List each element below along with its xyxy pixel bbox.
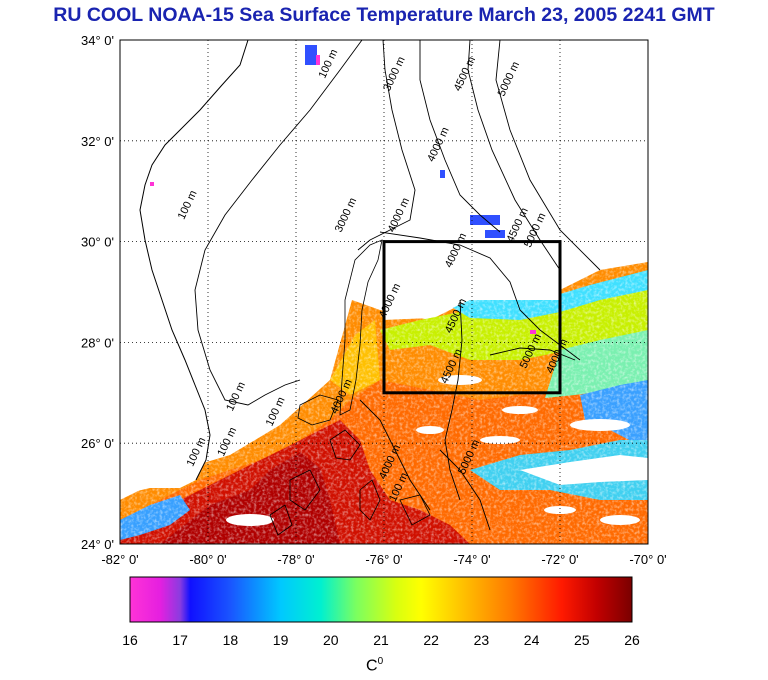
colorbar-tick-label: 17 [172, 632, 188, 648]
colorbar-tick-label: 18 [222, 632, 239, 648]
colorbar-tick-label: 19 [272, 632, 289, 648]
colorbar-tick-label: 22 [423, 632, 439, 648]
latitude-label: 32° 0' [81, 134, 114, 149]
longitude-label: -76° 0' [365, 552, 402, 567]
latitude-label: 26° 0' [81, 436, 114, 451]
graticule [120, 40, 648, 544]
longitude-labels: -82° 0' -80° 0' -78° 0' -76° 0' -74° 0' -72° … [101, 552, 666, 567]
colorbar-tick-label: 25 [574, 632, 590, 648]
colorbar-tick-label: 16 [122, 632, 138, 648]
colorbar-unit: C0 [366, 656, 383, 675]
colorbar-unit-base: C [366, 657, 378, 675]
longitude-label: -72° 0' [541, 552, 578, 567]
longitude-label: -78° 0' [277, 552, 314, 567]
latitude-label: 30° 0' [81, 235, 114, 250]
latitude-label: 34° 0' [81, 33, 114, 48]
longitude-label: -74° 0' [453, 552, 490, 567]
colorbar-tick-label: 26 [624, 632, 640, 648]
longitude-label: -82° 0' [101, 552, 138, 567]
colorbar-tick-label: 21 [373, 632, 389, 648]
colorbar-tick-label: 20 [323, 632, 339, 648]
colorbar-unit-sup: 0 [377, 656, 384, 667]
longitude-label: -70° 0' [629, 552, 666, 567]
study-area-box [382, 240, 562, 395]
latitude-label: 24° 0' [81, 537, 114, 552]
bathymetry-contours [194, 40, 601, 531]
longitude-label: -80° 0' [189, 552, 226, 567]
colorbar-tick-label: 23 [473, 632, 490, 648]
latitude-labels: 34° 0' 32° 0' 30° 0' 28° 0' 26° 0' 24° 0' [81, 33, 114, 552]
colorbar-tick-label: 24 [523, 632, 540, 648]
map-frame [119, 39, 649, 545]
colorbar [129, 576, 633, 623]
map-title: RU COOL NOAA-15 Sea Surface Temperature … [53, 4, 715, 26]
latitude-label: 28° 0' [81, 335, 114, 350]
